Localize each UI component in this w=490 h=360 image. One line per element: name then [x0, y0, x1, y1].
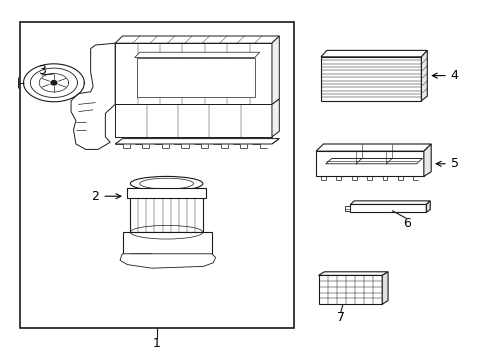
Polygon shape — [316, 144, 431, 151]
Polygon shape — [421, 50, 427, 101]
Polygon shape — [272, 36, 279, 104]
Polygon shape — [350, 201, 430, 204]
Circle shape — [51, 81, 57, 85]
Polygon shape — [318, 272, 388, 275]
Polygon shape — [424, 144, 431, 176]
Text: 3: 3 — [38, 64, 46, 77]
Bar — [122, 232, 212, 254]
Text: 2: 2 — [92, 190, 121, 203]
Bar — [142, 110, 191, 130]
Polygon shape — [272, 99, 279, 137]
Text: 6: 6 — [403, 217, 411, 230]
Text: 5: 5 — [436, 157, 459, 170]
Bar — [127, 188, 206, 198]
Polygon shape — [382, 272, 388, 304]
Polygon shape — [135, 52, 260, 58]
Bar — [206, 110, 255, 130]
Polygon shape — [350, 204, 426, 212]
Polygon shape — [115, 43, 272, 104]
Text: 1: 1 — [153, 337, 161, 350]
Polygon shape — [326, 158, 422, 164]
Polygon shape — [321, 57, 421, 101]
Polygon shape — [71, 43, 115, 149]
Polygon shape — [120, 254, 216, 268]
Polygon shape — [345, 206, 350, 211]
Polygon shape — [115, 36, 279, 43]
Polygon shape — [115, 104, 272, 137]
Bar — [20, 22, 294, 328]
Polygon shape — [426, 201, 430, 212]
Polygon shape — [127, 254, 152, 263]
Text: 4: 4 — [432, 69, 459, 82]
Polygon shape — [318, 275, 382, 304]
Bar — [130, 191, 203, 232]
Polygon shape — [115, 139, 279, 144]
Polygon shape — [321, 50, 427, 57]
Polygon shape — [137, 58, 255, 97]
Polygon shape — [316, 151, 424, 176]
Text: 7: 7 — [337, 311, 344, 324]
